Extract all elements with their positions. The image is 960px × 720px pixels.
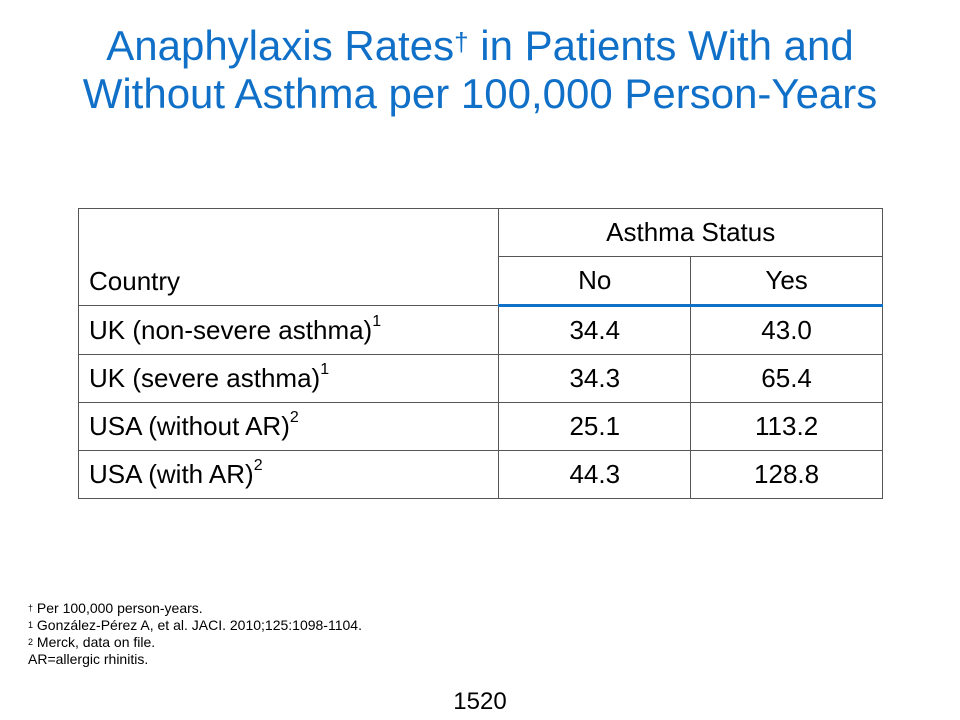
country-cell: USA (without AR)2	[77, 402, 500, 451]
table-row: USA (without AR)2 25.1 113.2	[77, 402, 883, 451]
footnotes: † Per 100,000 person-years. 1 González-P…	[28, 600, 362, 668]
no-value-cell: 44.3	[498, 450, 692, 499]
table-row: UK (severe asthma)1 34.3 65.4	[77, 354, 883, 403]
country-cell: UK (severe asthma)1	[77, 354, 500, 403]
footnote: 1 González-Pérez A, et al. JACI. 2010;12…	[28, 617, 362, 634]
title-text-end: in Patients With and	[468, 22, 854, 69]
table-header-row-top: Country Asthma Status	[77, 208, 883, 306]
country-label: USA (with AR)	[89, 459, 254, 489]
page-title: Anaphylaxis Rates† in Patients With and …	[0, 22, 960, 118]
page-number: 1520	[453, 688, 507, 715]
country-label: UK (non-severe asthma)	[89, 314, 373, 345]
no-value-cell: 34.4	[498, 305, 692, 355]
yes-value-cell: 128.8	[690, 450, 883, 499]
title-text-start: Anaphylaxis Rates	[106, 22, 455, 69]
yes-value-cell: 65.4	[690, 354, 883, 403]
title-line-2: Without Asthma per 100,000 Person-Years	[82, 70, 878, 117]
footnote-text: AR=allergic rhinitis.	[28, 651, 149, 667]
no-column-header: No	[498, 256, 692, 307]
reference-mark: 1	[372, 312, 382, 330]
no-value-cell: 34.3	[498, 354, 692, 403]
yes-value-cell: 43.0	[690, 305, 883, 355]
footnote: † Per 100,000 person-years.	[28, 600, 362, 617]
reference-mark: 1	[320, 361, 330, 378]
yes-column-header: Yes	[690, 256, 883, 307]
title-line-1: Anaphylaxis Rates† in Patients With and	[0, 22, 960, 70]
no-value-cell: 25.1	[498, 402, 692, 451]
country-column-header: Country	[77, 208, 500, 306]
footnote-text: González-Pérez A, et al. JACI. 2010;125:…	[33, 617, 362, 633]
country-label: UK (severe asthma)	[89, 363, 321, 393]
table-row: UK (non-severe asthma)1 34.4 43.0	[77, 305, 883, 355]
footnote: 2 Merck, data on file.	[28, 634, 362, 651]
footnote-mark: 2	[28, 637, 34, 647]
footnote-mark: 1	[28, 620, 34, 630]
asthma-status-header: Asthma Status	[498, 208, 883, 257]
footnote-mark: †	[28, 603, 34, 613]
footnote: AR=allergic rhinitis.	[28, 651, 362, 668]
title-dagger: †	[454, 27, 469, 57]
reference-mark: 2	[253, 457, 263, 474]
footnote-text: Per 100,000 person-years.	[33, 600, 203, 616]
country-cell: UK (non-severe asthma)1	[77, 305, 500, 355]
country-label: USA (without AR)	[89, 411, 290, 441]
anaphylaxis-rates-table: Country Asthma Status No Yes UK (non-sev…	[77, 208, 883, 499]
table-header-row-bottom: No Yes	[79, 256, 883, 307]
yes-value-cell: 113.2	[690, 402, 883, 451]
reference-mark: 2	[289, 409, 299, 426]
footnote-text: Merck, data on file.	[33, 634, 156, 650]
table-row: USA (with AR)2 44.3 128.8	[77, 450, 883, 499]
country-cell: USA (with AR)2	[77, 450, 500, 499]
